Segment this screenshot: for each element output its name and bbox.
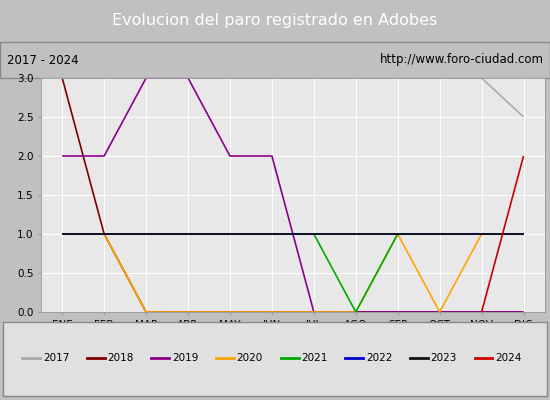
Text: 2018: 2018	[107, 353, 134, 363]
Text: 2017: 2017	[43, 353, 69, 363]
Text: 2017 - 2024: 2017 - 2024	[7, 54, 78, 66]
Text: Evolucion del paro registrado en Adobes: Evolucion del paro registrado en Adobes	[112, 14, 438, 28]
Text: 2023: 2023	[431, 353, 457, 363]
Text: 2022: 2022	[366, 353, 392, 363]
Text: 2019: 2019	[172, 353, 199, 363]
Text: 2021: 2021	[301, 353, 328, 363]
Text: http://www.foro-ciudad.com: http://www.foro-ciudad.com	[379, 54, 543, 66]
Text: 2020: 2020	[236, 353, 263, 363]
Text: 2024: 2024	[495, 353, 521, 363]
